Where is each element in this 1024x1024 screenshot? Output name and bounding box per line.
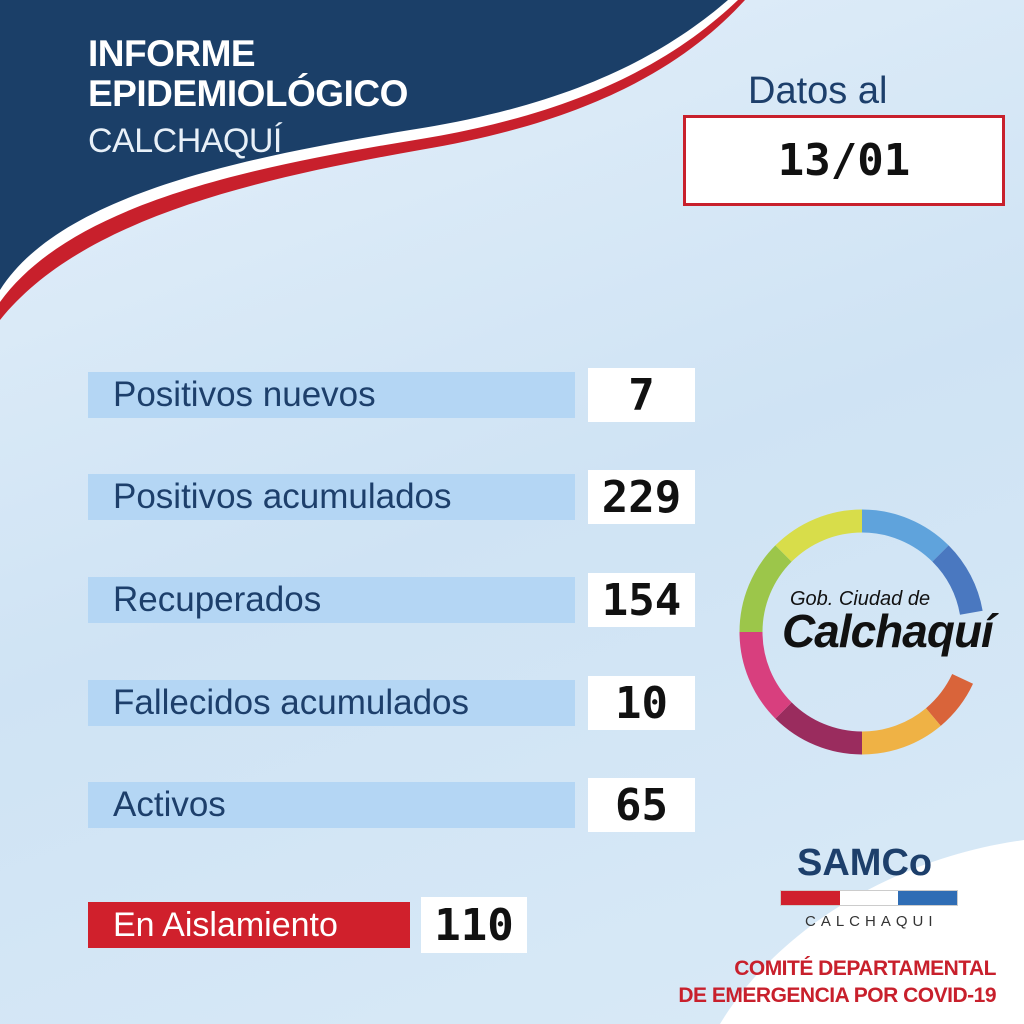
committee-text: COMITÉ DEPARTAMENTAL DE EMERGENCIA POR C… (678, 955, 996, 1009)
samco-place: CALCHAQUI (805, 913, 938, 930)
stat-label-activos: Activos (88, 782, 575, 828)
gov-logo-line1: Gob. Ciudad de (790, 588, 931, 610)
stat-label-fallecidos: Fallecidos acumulados (88, 680, 575, 726)
date-value: 13/01 (683, 115, 1005, 206)
stat-value-positivos-nuevos: 7 (588, 368, 695, 422)
isolation-label: En Aislamiento (88, 902, 410, 948)
title-line1: INFORME (88, 33, 256, 74)
committee-line2: DE EMERGENCIA POR COVID-19 (678, 984, 996, 1007)
ring-segment (861, 509, 949, 562)
bottom-white-curve (720, 840, 1024, 1024)
stat-value-positivos-acumulados: 229 (588, 470, 695, 524)
ring-segment (775, 509, 863, 562)
stat-value-activos: 65 (588, 778, 695, 832)
gov-logo-ring (739, 509, 983, 755)
ring-segment (775, 702, 863, 755)
stat-label-positivos-nuevos: Positivos nuevos (88, 372, 575, 418)
date-label: Datos al (748, 70, 888, 112)
gov-logo-line2: Calchaquí (782, 605, 994, 657)
samco-flag-stripe (780, 890, 958, 906)
ring-segment (932, 545, 983, 616)
isolation-value: 110 (421, 897, 527, 953)
ring-segment (925, 673, 974, 726)
subtitle: CALCHAQUÍ (88, 122, 282, 160)
stat-value-fallecidos: 10 (588, 676, 695, 730)
committee-line1: COMITÉ DEPARTAMENTAL (734, 957, 996, 980)
samco-logo: SAMCo (797, 842, 933, 884)
title-line2: EPIDEMIOLÓGICO (88, 73, 408, 114)
stat-label-recuperados: Recuperados (88, 577, 575, 623)
ring-segment (861, 707, 941, 755)
stat-label-positivos-acumulados: Positivos acumulados (88, 474, 575, 520)
ring-segment (739, 545, 792, 633)
stat-value-recuperados: 154 (588, 573, 695, 627)
ring-segment (739, 631, 792, 719)
header-navy-panel (0, 0, 728, 290)
